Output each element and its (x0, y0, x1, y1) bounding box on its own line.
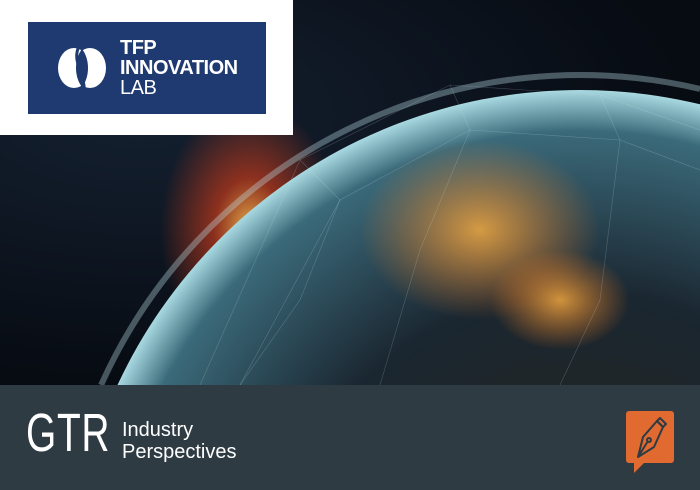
network-mesh (199, 84, 700, 385)
interlocking-rings-icon (58, 44, 106, 92)
logo-line-innovation: INNOVATION (120, 57, 238, 79)
logo-line-tfp: TFP (120, 37, 157, 59)
subtitle-line-1: Industry (122, 419, 194, 441)
fountain-pen-speech-bubble-icon (626, 411, 674, 473)
tfp-innovation-lab-logo: TFP INNOVATION LAB (28, 22, 266, 114)
industry-perspectives-title: Industry Perspectives (122, 419, 237, 463)
subtitle-line-2: Perspectives (122, 441, 237, 463)
city-lights-south (490, 250, 630, 350)
footer-bar: GTR Industry Perspectives (0, 385, 700, 490)
hero-globe-image (0, 0, 700, 385)
logo-line-lab: LAB (120, 77, 157, 99)
atmosphere-rim (98, 72, 700, 385)
globe-illustration (98, 72, 700, 385)
logo-wordmark: TFP INNOVATION LAB (120, 38, 238, 98)
gtr-brand: GTR (26, 403, 111, 463)
logo-panel: TFP INNOVATION LAB (0, 0, 293, 135)
